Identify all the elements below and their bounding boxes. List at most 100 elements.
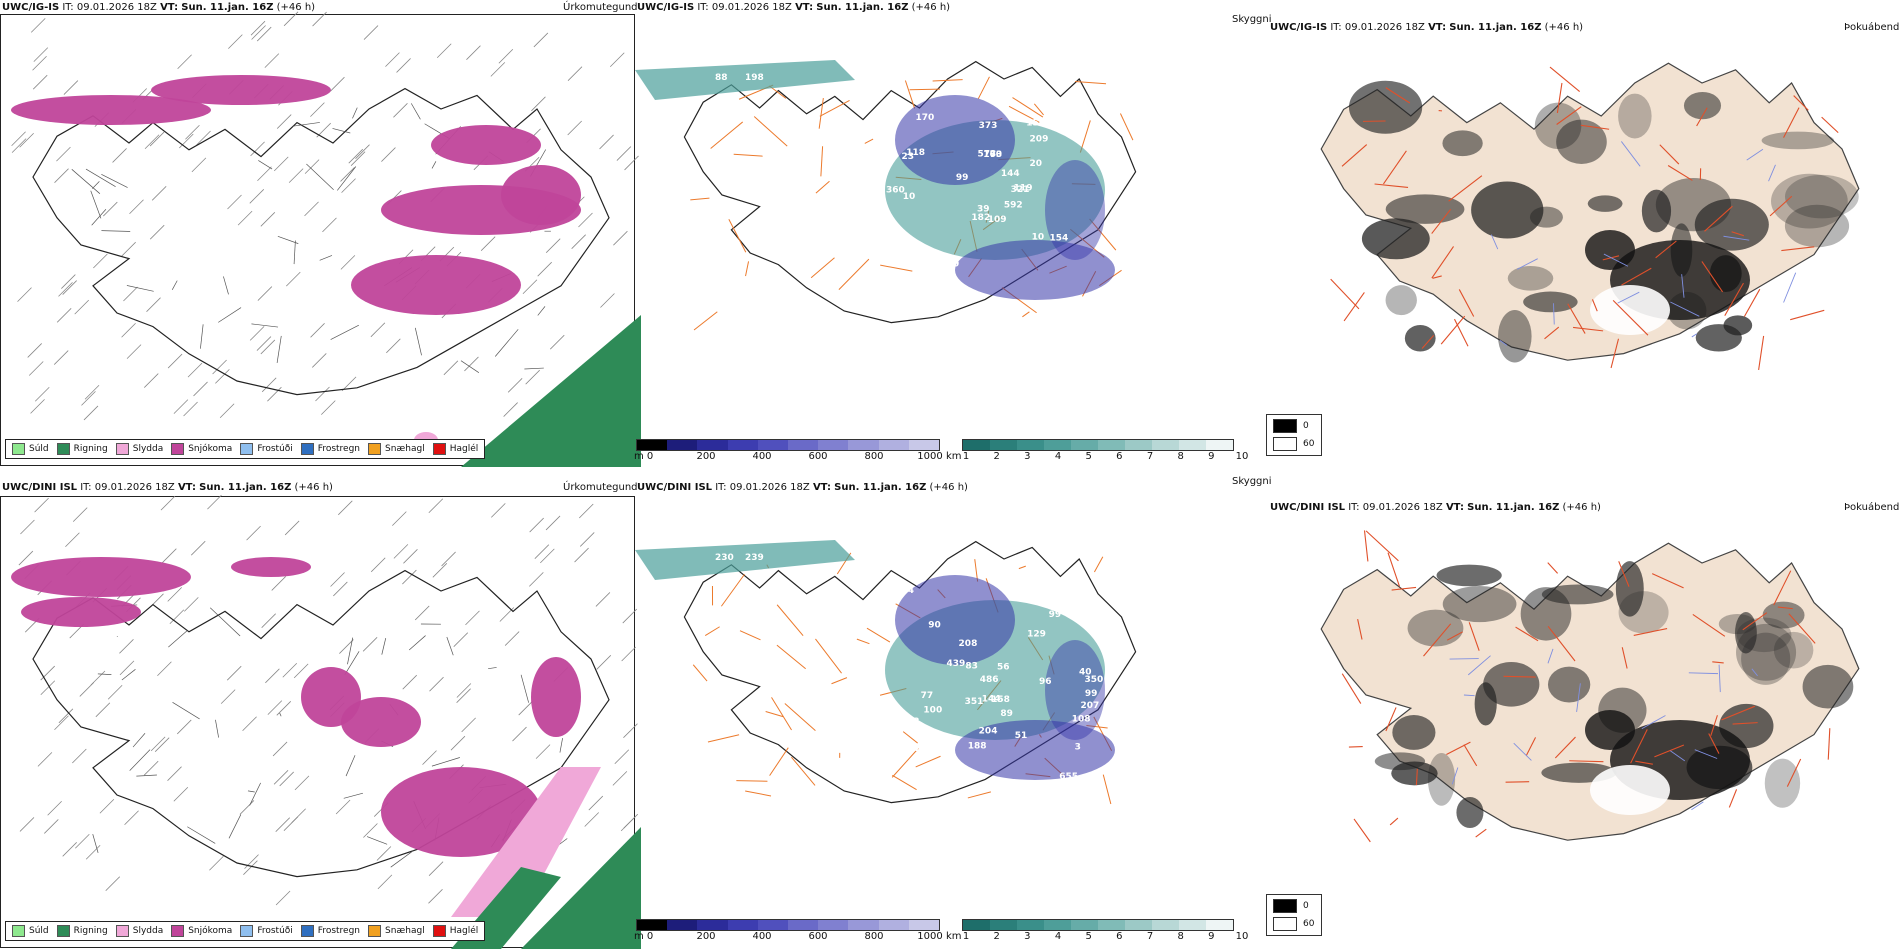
ceiling-value-label: 118	[906, 148, 925, 158]
wind-barb	[239, 800, 255, 815]
wind-barb	[341, 178, 356, 193]
road-line	[85, 168, 116, 187]
road-line	[1712, 661, 1724, 664]
wind-barb	[322, 217, 337, 233]
road-line	[1525, 737, 1537, 756]
colorbar-segment	[727, 440, 758, 450]
road-line	[902, 731, 918, 744]
wind-barb	[381, 147, 396, 162]
road-line	[1549, 66, 1580, 93]
road-line	[1786, 758, 1802, 787]
colorbar-tick: 4	[1054, 931, 1062, 942]
wind-barb	[176, 719, 192, 735]
wind-barb	[209, 855, 224, 871]
road-line	[1446, 631, 1463, 641]
colorbar-tick: 600	[808, 451, 828, 462]
snow-area	[531, 657, 581, 737]
colorbar-tick: 200	[696, 451, 716, 462]
legend-swatch	[12, 443, 25, 455]
road-line	[337, 166, 357, 191]
road-line	[1651, 573, 1684, 589]
wind-barb	[370, 322, 386, 338]
wind-barb	[34, 497, 49, 513]
colorbar-tick: 8	[1177, 451, 1184, 462]
colorbar-segment	[878, 920, 909, 930]
ceiling-value-label: 99	[1049, 610, 1062, 620]
colorbar-tick: 6	[1116, 931, 1123, 942]
colorbar-segment	[818, 920, 849, 930]
road-line	[168, 630, 188, 648]
legend-swatch	[171, 443, 185, 455]
wind-barb	[83, 405, 99, 421]
fog-legend: 0 60	[1266, 414, 1322, 456]
ceiling-value-label: 18	[745, 533, 758, 543]
wind-barb	[62, 280, 77, 295]
colorbar-segment	[1125, 440, 1152, 450]
river-line	[1499, 340, 1508, 346]
colorbar-segment	[788, 440, 819, 450]
ceiling-value-label: 152	[901, 717, 920, 727]
legend-label: Frostregn	[317, 926, 361, 936]
wind-barb	[157, 661, 172, 677]
legend-item: Frostúði	[240, 443, 293, 455]
precip-panel-title: Úrkomutegund	[563, 2, 638, 13]
road-line	[129, 749, 151, 771]
road-line	[1743, 288, 1761, 317]
wind-barb	[11, 131, 26, 147]
colorbar-segment	[963, 440, 990, 450]
wind-barb	[545, 238, 561, 253]
wind-barb	[571, 234, 586, 249]
legend-item: Frostregn	[300, 925, 361, 937]
road-line	[745, 261, 750, 277]
river-line	[1718, 664, 1721, 693]
wind-barb	[244, 854, 259, 869]
wind-barb	[428, 889, 443, 904]
road-line	[1731, 231, 1744, 237]
legend-swatch	[171, 925, 185, 937]
fog-legend-label: 60	[1303, 919, 1315, 929]
colorbar-segment	[1152, 920, 1179, 930]
wind-barb	[393, 103, 408, 118]
road-line	[810, 257, 835, 279]
wind-barb	[173, 399, 189, 414]
wind-barb	[249, 326, 265, 341]
ceiling-value-label: 524	[910, 258, 929, 268]
road-line	[1363, 530, 1369, 562]
wind-barb	[121, 322, 136, 338]
legend-item: Snjókoma	[171, 443, 232, 455]
wind-barb	[362, 637, 378, 652]
wind-barb	[503, 402, 518, 417]
ceiling-area	[955, 240, 1115, 300]
legend-label: Slydda	[132, 926, 164, 936]
road-line	[771, 697, 792, 731]
road-line	[736, 780, 768, 782]
wind-barb	[72, 507, 88, 522]
wind-barb	[215, 369, 230, 384]
road-line	[92, 834, 99, 853]
road-line	[1569, 760, 1604, 763]
road-line	[1667, 165, 1693, 181]
wind-barb	[396, 58, 411, 73]
road-line	[1022, 311, 1030, 318]
road-line	[1556, 106, 1582, 125]
colorbar-segment	[908, 920, 940, 930]
road-line	[1724, 282, 1744, 316]
wind-barb	[103, 201, 118, 217]
road-line	[1330, 278, 1360, 310]
wind-barb	[271, 576, 287, 591]
colorbar-segment	[667, 920, 698, 930]
wind-barb	[584, 812, 599, 827]
river-line	[1783, 272, 1797, 303]
wind-barb	[441, 551, 456, 567]
road-line	[1453, 318, 1469, 347]
wind-barb	[312, 11, 327, 27]
road-line	[352, 107, 358, 119]
wind-barb	[32, 55, 47, 71]
visibility-colorbar	[962, 439, 1234, 451]
legend-label: Haglél	[449, 926, 479, 936]
wind-barb	[348, 148, 364, 164]
wind-barb	[377, 874, 393, 890]
colorbar-tick: 2	[993, 931, 1000, 942]
road-line	[71, 169, 101, 194]
fog-area	[1695, 324, 1742, 352]
